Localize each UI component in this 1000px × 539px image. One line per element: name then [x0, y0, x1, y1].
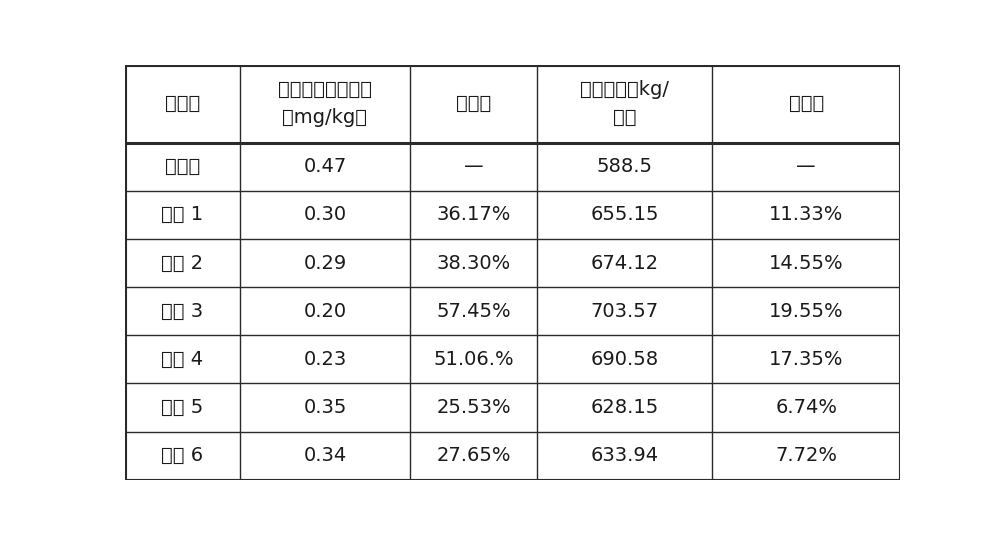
Text: 增产率: 增产率	[789, 94, 824, 113]
Text: 降镉率: 降镉率	[456, 94, 491, 113]
Text: 对照组: 对照组	[165, 157, 200, 176]
Text: 628.15: 628.15	[591, 398, 659, 417]
Text: 57.45%: 57.45%	[436, 302, 511, 321]
Text: 11.33%: 11.33%	[769, 205, 843, 224]
Text: 0.30: 0.30	[303, 205, 347, 224]
Text: 25.53%: 25.53%	[436, 398, 511, 417]
Text: 水稻籽粒中镉含量
（mg/kg）: 水稻籽粒中镉含量 （mg/kg）	[278, 80, 372, 127]
Text: 0.29: 0.29	[303, 253, 347, 273]
Text: 36.17%: 36.17%	[437, 205, 511, 224]
Text: —: —	[796, 157, 816, 176]
Text: 实验组: 实验组	[165, 94, 200, 113]
Text: 633.94: 633.94	[591, 446, 659, 465]
Text: 51.06.%: 51.06.%	[433, 350, 514, 369]
Text: 配方 1: 配方 1	[161, 205, 203, 224]
Text: 674.12: 674.12	[591, 253, 659, 273]
Text: 0.20: 0.20	[303, 302, 347, 321]
Text: 配方 4: 配方 4	[161, 350, 203, 369]
Text: 38.30%: 38.30%	[437, 253, 511, 273]
Text: 配方 3: 配方 3	[161, 302, 203, 321]
Text: 水稻产量（kg/
亩）: 水稻产量（kg/ 亩）	[580, 80, 669, 127]
Text: 27.65%: 27.65%	[436, 446, 511, 465]
Text: 690.58: 690.58	[591, 350, 659, 369]
Text: 14.55%: 14.55%	[769, 253, 844, 273]
Text: 588.5: 588.5	[597, 157, 653, 176]
Text: 17.35%: 17.35%	[769, 350, 843, 369]
Text: 7.72%: 7.72%	[775, 446, 837, 465]
Text: 0.35: 0.35	[303, 398, 347, 417]
Text: —: —	[464, 157, 484, 176]
Text: 6.74%: 6.74%	[775, 398, 837, 417]
Text: 0.47: 0.47	[303, 157, 347, 176]
Text: 配方 2: 配方 2	[161, 253, 203, 273]
Text: 703.57: 703.57	[591, 302, 659, 321]
Text: 0.23: 0.23	[303, 350, 347, 369]
Text: 配方 6: 配方 6	[161, 446, 203, 465]
Text: 19.55%: 19.55%	[769, 302, 844, 321]
Text: 655.15: 655.15	[591, 205, 659, 224]
Text: 配方 5: 配方 5	[161, 398, 203, 417]
Text: 0.34: 0.34	[303, 446, 347, 465]
